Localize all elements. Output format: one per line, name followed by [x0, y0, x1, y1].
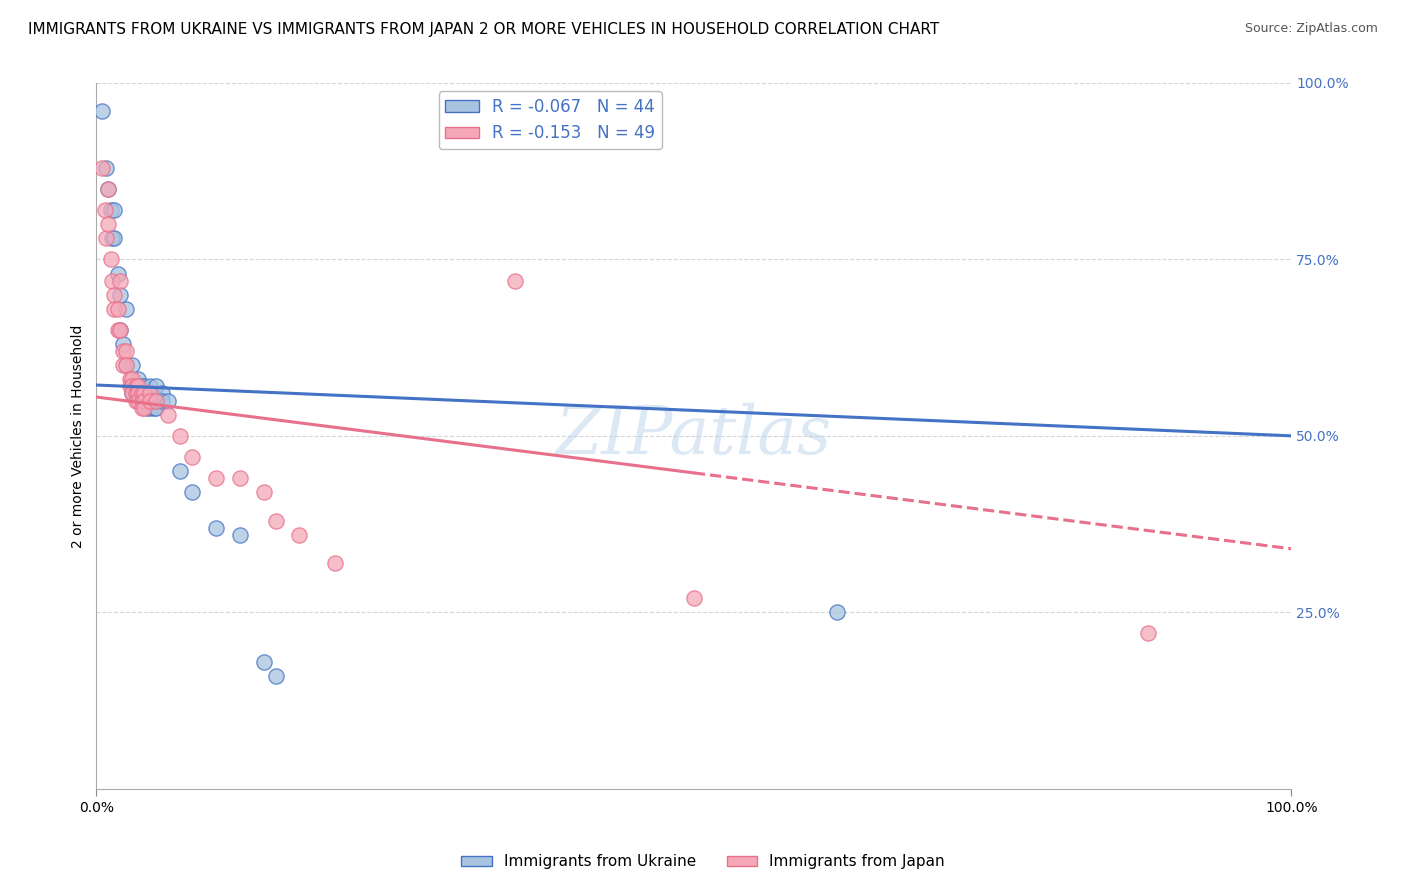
Point	[125, 386, 148, 401]
Point	[97, 182, 120, 196]
Point	[150, 386, 173, 401]
Point	[121, 386, 143, 401]
Point	[111, 344, 134, 359]
Point	[145, 393, 167, 408]
Point	[145, 401, 167, 415]
Legend: R = -0.067   N = 44, R = -0.153   N = 49: R = -0.067 N = 44, R = -0.153 N = 49	[439, 91, 662, 149]
Point	[107, 267, 129, 281]
Point	[145, 379, 167, 393]
Point	[139, 393, 162, 408]
Point	[1136, 626, 1159, 640]
Point	[97, 217, 120, 231]
Point	[264, 669, 287, 683]
Y-axis label: 2 or more Vehicles in Household: 2 or more Vehicles in Household	[72, 324, 86, 548]
Point	[325, 556, 347, 570]
Point	[110, 274, 132, 288]
Point	[135, 386, 157, 401]
Point	[115, 301, 138, 316]
Point	[91, 161, 114, 175]
Point	[97, 182, 120, 196]
Point	[134, 379, 156, 393]
Point	[111, 358, 134, 372]
Point	[288, 527, 311, 541]
Point	[134, 393, 156, 408]
Legend: Immigrants from Ukraine, Immigrants from Japan: Immigrants from Ukraine, Immigrants from…	[456, 848, 950, 875]
Point	[181, 450, 204, 464]
Point	[135, 393, 157, 408]
Point	[253, 655, 276, 669]
Point	[134, 386, 156, 401]
Point	[121, 386, 143, 401]
Point	[135, 401, 157, 415]
Point	[157, 408, 180, 422]
Point	[118, 379, 141, 393]
Point	[115, 358, 138, 372]
Point	[131, 386, 153, 401]
Point	[139, 386, 162, 401]
Point	[121, 372, 143, 386]
Point	[107, 323, 129, 337]
Point	[101, 274, 124, 288]
Point	[110, 323, 132, 337]
Point	[205, 471, 228, 485]
Point	[127, 386, 149, 401]
Point	[157, 393, 180, 408]
Point	[253, 485, 276, 500]
Point	[139, 401, 162, 415]
Point	[145, 393, 167, 408]
Point	[134, 386, 156, 401]
Point	[131, 393, 153, 408]
Point	[103, 202, 125, 217]
Point	[100, 252, 122, 267]
Point	[103, 301, 125, 316]
Point	[125, 393, 148, 408]
Point	[229, 471, 252, 485]
Point	[134, 401, 156, 415]
Point	[93, 202, 115, 217]
Point	[150, 393, 173, 408]
Point	[125, 379, 148, 393]
Point	[121, 379, 143, 393]
Point	[139, 393, 162, 408]
Point	[91, 104, 114, 119]
Point	[229, 527, 252, 541]
Point	[205, 520, 228, 534]
Point	[169, 464, 191, 478]
Text: ZIPatlas: ZIPatlas	[555, 403, 832, 468]
Point	[169, 429, 191, 443]
Point	[682, 591, 704, 606]
Point	[100, 202, 122, 217]
Point	[118, 372, 141, 386]
Point	[103, 231, 125, 245]
Point	[101, 231, 124, 245]
Point	[139, 379, 162, 393]
Text: IMMIGRANTS FROM UKRAINE VS IMMIGRANTS FROM JAPAN 2 OR MORE VEHICLES IN HOUSEHOLD: IMMIGRANTS FROM UKRAINE VS IMMIGRANTS FR…	[28, 22, 939, 37]
Text: Source: ZipAtlas.com: Source: ZipAtlas.com	[1244, 22, 1378, 36]
Point	[110, 287, 132, 301]
Point	[111, 337, 134, 351]
Point	[131, 401, 153, 415]
Point	[127, 393, 149, 408]
Point	[94, 161, 117, 175]
Point	[125, 386, 148, 401]
Point	[181, 485, 204, 500]
Point	[115, 358, 138, 372]
Point	[264, 514, 287, 528]
Point	[115, 344, 138, 359]
Point	[110, 323, 132, 337]
Point	[131, 393, 153, 408]
Point	[103, 287, 125, 301]
Point	[127, 379, 149, 393]
Point	[127, 372, 149, 386]
Point	[94, 231, 117, 245]
Point	[142, 401, 165, 415]
Point	[131, 379, 153, 393]
Point	[134, 393, 156, 408]
Point	[107, 301, 129, 316]
Point	[142, 386, 165, 401]
Point	[142, 393, 165, 408]
Point	[825, 605, 848, 619]
Point	[121, 358, 143, 372]
Point	[503, 274, 526, 288]
